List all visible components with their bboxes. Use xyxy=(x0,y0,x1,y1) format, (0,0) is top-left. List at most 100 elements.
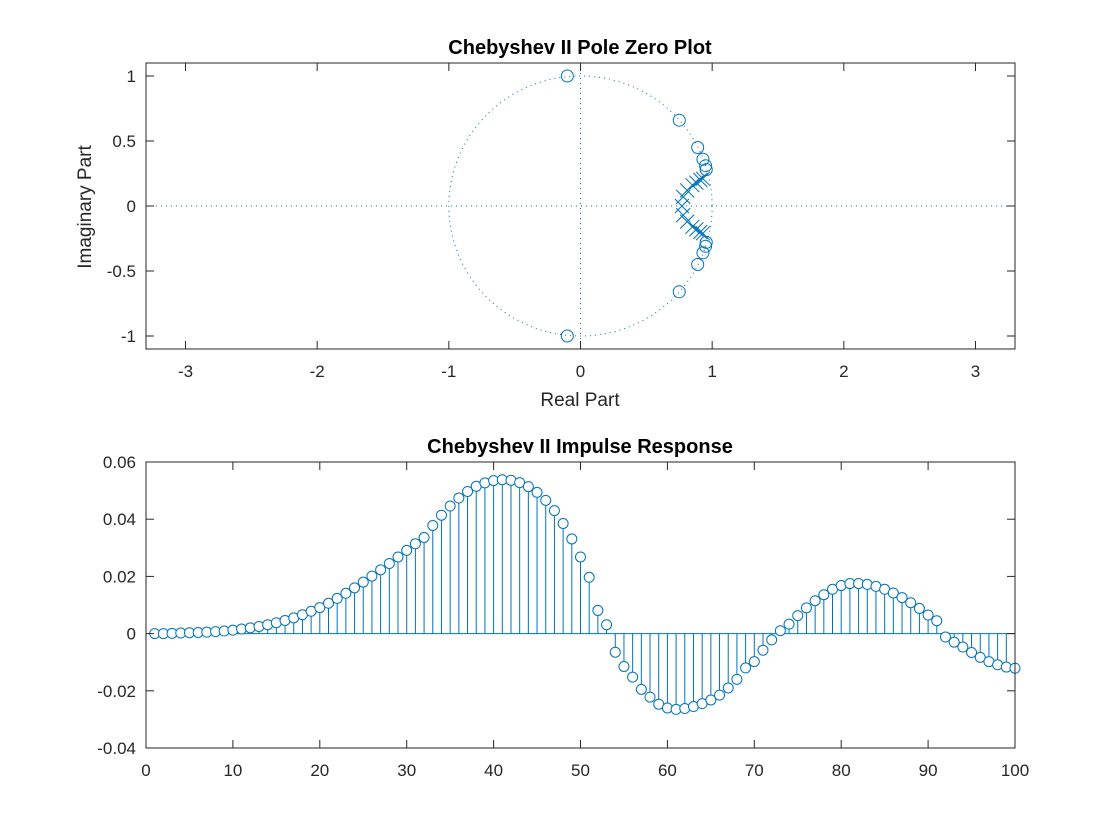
pole-zero-xtick-label: -1 xyxy=(441,362,456,381)
impulse-xtick-label: 70 xyxy=(745,761,764,780)
pole-zero-ytick-label: 0.5 xyxy=(112,132,136,151)
stem-marker xyxy=(627,671,639,683)
zero-marker xyxy=(696,152,710,166)
impulse-xtick-label: 20 xyxy=(310,761,329,780)
stem-marker xyxy=(462,485,474,497)
impulse-xtick-label: 10 xyxy=(223,761,242,780)
pole-marker xyxy=(674,198,690,214)
pole-zero-axes-frame xyxy=(145,62,1016,350)
stem-marker xyxy=(375,564,387,576)
pole-zero-ticks: -3 -2 -1 0 1 2 3 -1 -0.5 0 0.5 1 xyxy=(107,63,1015,381)
pole-marker xyxy=(689,175,704,190)
stem-marker xyxy=(418,532,430,544)
stem-marker xyxy=(583,571,595,583)
impulse-title: Chebyshev II Impulse Response xyxy=(427,436,733,458)
zero-marker xyxy=(696,246,710,260)
stem-marker xyxy=(366,570,378,582)
stem-marker xyxy=(601,619,613,631)
pole-zero-ylabel: Imaginary Part xyxy=(75,145,96,269)
stem-marker xyxy=(939,631,951,643)
stem-marker xyxy=(427,519,439,531)
stem-marker xyxy=(566,533,578,545)
zero-marker xyxy=(560,329,574,343)
stem-marker xyxy=(575,551,586,563)
pole-marker xyxy=(675,207,691,223)
impulse-xtick-label: 80 xyxy=(832,761,851,780)
unit-circle xyxy=(448,75,713,337)
pole-zero-xtick-label: -2 xyxy=(310,362,325,381)
impulse-ytick-label: 0.04 xyxy=(103,510,136,529)
impulse-ytick-label: -0.02 xyxy=(97,682,136,701)
pole-marker xyxy=(692,172,708,188)
stem-marker xyxy=(392,551,404,563)
pole-marker xyxy=(692,224,708,240)
impulse-ytick-label: 0.06 xyxy=(103,453,136,472)
stem-marker xyxy=(905,597,917,609)
stem-marker xyxy=(896,592,908,604)
stem-marker xyxy=(783,618,795,630)
stem-marker xyxy=(722,682,734,694)
stem-marker xyxy=(774,625,786,637)
pole-marker xyxy=(695,225,711,241)
impulse-xtick-label: 50 xyxy=(571,761,590,780)
stem-marker xyxy=(340,587,352,599)
pole-zero-reference-lines xyxy=(146,63,1015,349)
stem-marker xyxy=(531,486,543,498)
impulse-ticks: 0 10 20 30 40 50 60 70 80 90 100 -0.04 -0.02 0 0.02 0.0… xyxy=(97,453,1029,780)
pole-zero-xlabel: Real Part xyxy=(540,390,620,411)
stem-marker xyxy=(548,505,560,517)
stem-marker xyxy=(705,694,717,706)
stem-marker xyxy=(931,615,943,627)
stem-marker xyxy=(635,683,647,695)
pole-zero-ytick-label: 1 xyxy=(127,67,136,86)
pole-zero-xtick-label: 0 xyxy=(576,362,585,381)
pole-zero-xtick-label: -3 xyxy=(178,362,193,381)
stem-marker xyxy=(966,646,978,658)
pole-zero-subplot: Chebyshev II Pole Zero Plot Real Part Im… xyxy=(75,37,1016,411)
stem-marker xyxy=(444,500,456,512)
stem-marker xyxy=(522,481,534,493)
zero-marker xyxy=(699,159,713,173)
stem-marker xyxy=(357,576,369,588)
pole-marker xyxy=(689,222,704,237)
impulse-xtick-label: 60 xyxy=(658,761,677,780)
stem-marker xyxy=(592,604,604,616)
stem-marker xyxy=(618,660,630,672)
stem-marker xyxy=(740,662,752,674)
impulse-xtick-label: 30 xyxy=(397,761,416,780)
stem-marker xyxy=(766,634,778,646)
pole-marker xyxy=(695,171,711,187)
zero-marker xyxy=(691,258,705,271)
stem-marker xyxy=(557,517,569,529)
stem-marker xyxy=(757,644,769,656)
stem-marker xyxy=(453,492,465,504)
stem-marker xyxy=(800,602,812,614)
stem-marker xyxy=(714,689,726,701)
pole-zero-ytick-label: 0 xyxy=(127,197,136,216)
pole-marker xyxy=(675,189,691,205)
stem-marker xyxy=(818,589,830,601)
stem-marker xyxy=(349,582,361,594)
stem-marker xyxy=(974,651,986,663)
impulse-axes-frame xyxy=(145,461,1016,749)
stem-marker xyxy=(957,641,969,653)
pole-marker xyxy=(685,219,700,235)
zero-marker xyxy=(672,113,686,127)
pole-zero-ytick-label: -0.5 xyxy=(107,262,136,281)
stem-marker xyxy=(731,673,743,685)
zero-marker xyxy=(691,141,705,154)
stem-marker xyxy=(322,597,334,609)
stem-marker xyxy=(540,494,552,506)
pole-marker xyxy=(685,177,700,193)
stem-marker xyxy=(609,646,621,658)
stem-marker xyxy=(409,538,421,550)
stem-marker xyxy=(644,691,656,703)
stem-marker xyxy=(383,558,395,570)
stem-marker xyxy=(792,610,804,622)
impulse-ytick-label: -0.04 xyxy=(97,739,136,758)
pole-zero-marks xyxy=(560,69,713,343)
stem-marker xyxy=(748,656,760,668)
impulse-xtick-label: 0 xyxy=(141,761,150,780)
